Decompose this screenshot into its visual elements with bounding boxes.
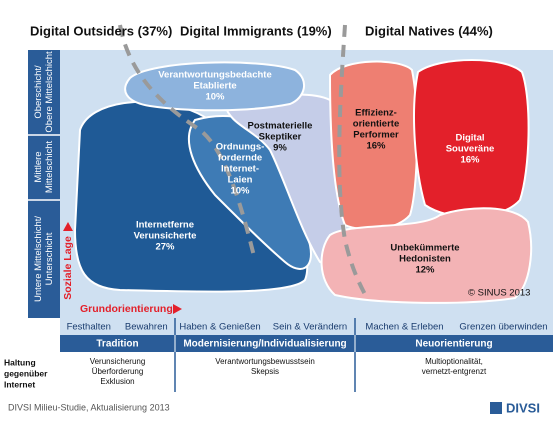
milieu-shape	[124, 61, 305, 112]
group-title: Digital Outsiders (37%)	[30, 23, 172, 38]
attitude-item: Multioptionalität,	[425, 357, 483, 366]
orientation-value: Bewahren	[125, 322, 168, 333]
milieu-label: Unbekümmerte	[390, 243, 459, 254]
milieu-label: Effizienz-	[355, 108, 397, 119]
milieu-label: Internet-	[221, 164, 259, 175]
attitude-label: Haltung	[4, 357, 36, 367]
social-level: Untere Mittelschicht/	[33, 216, 44, 302]
arrow	[173, 304, 182, 314]
attitude-item: Überforderung	[92, 367, 144, 376]
milieu-label: Internetferne	[136, 220, 194, 231]
attitude-item: Exklusion	[100, 377, 134, 386]
milieu-label: Laien	[228, 175, 253, 186]
orientation-title: Neuorientierung	[415, 339, 492, 350]
milieu-label: Ordnungs-	[216, 142, 265, 153]
milieu-label: Hedonisten	[399, 254, 451, 265]
milieu-share: 10%	[230, 186, 250, 197]
orientation-value: Machen & Erleben	[365, 322, 443, 333]
orientation-title: Modernisierung/Individualisierung	[183, 339, 346, 350]
orientation-value: Festhalten	[67, 322, 111, 333]
milieu-label: Postmaterielle	[248, 121, 313, 132]
social-level: Unterschicht	[44, 232, 55, 285]
milieu-share: 16%	[366, 141, 386, 152]
axis-label: Grundorientierung	[80, 303, 173, 315]
milieu-label: orientierte	[353, 119, 399, 130]
social-level: Oberschicht/	[33, 65, 44, 119]
milieu-share: 27%	[155, 242, 175, 253]
milieu-shape	[320, 207, 533, 304]
milieu-share: 9%	[273, 143, 287, 154]
milieu-share: 12%	[415, 265, 435, 276]
orientation-titles-row	[60, 335, 553, 352]
milieu-label: Skeptiker	[259, 132, 302, 143]
milieu-share: 10%	[205, 92, 225, 103]
attitude-label: Internet	[4, 379, 35, 389]
footer-source: DIVSI Milieu-Studie, Aktualisierung 2013	[8, 402, 170, 412]
arrow	[63, 222, 73, 231]
attitude-item: Skepsis	[251, 367, 279, 376]
social-level: Mittelschicht	[44, 141, 55, 194]
milieu-shape	[413, 59, 530, 219]
milieu-shape	[328, 60, 419, 231]
segment-divider	[337, 24, 370, 301]
milieu-label: Etablierte	[193, 81, 236, 92]
orientation-title: Tradition	[96, 339, 138, 350]
attitude-item: Verantwortungsbewusstsein	[215, 357, 315, 366]
social-level: Obere Mittelschicht	[44, 51, 55, 133]
footer-logo: DIVSI	[506, 400, 540, 415]
segment-divider	[118, 24, 257, 261]
milieu-label: Verunsicherte	[134, 231, 197, 242]
milieu-label: Verantwortungsbedachte	[158, 70, 272, 81]
axis-label: Soziale Lage	[62, 236, 74, 300]
group-title: Digital Immigrants (19%)	[180, 23, 332, 38]
social-level: Mittlere	[33, 151, 44, 182]
milieu-label: fordernde	[218, 153, 262, 164]
attitude-item: Verunsicherung	[90, 357, 146, 366]
copyright: © SINUS 2013	[468, 288, 530, 299]
milieu-label: Performer	[353, 130, 399, 141]
orientation-values-row	[60, 318, 553, 335]
attitude-item: vernetzt-entgrenzt	[422, 367, 487, 376]
logo-icon	[490, 402, 502, 414]
social-axis-panel	[28, 50, 60, 318]
orientation-value: Grenzen überwinden	[459, 322, 547, 333]
milieu-share: 16%	[460, 155, 480, 166]
orientation-value: Haben & Genießen	[179, 322, 260, 333]
group-title: Digital Natives (44%)	[365, 23, 493, 38]
attitude-label: gegenüber	[4, 368, 48, 378]
orientation-value: Sein & Verändern	[273, 322, 347, 333]
milieu-label: Souveräne	[446, 144, 495, 155]
milieu-label: Digital	[455, 133, 484, 144]
